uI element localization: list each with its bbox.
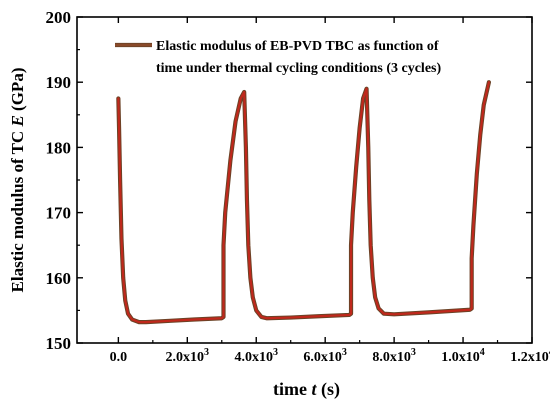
y-tick-label: 160 — [46, 269, 72, 288]
x-tick-label: 6.0x103 — [303, 347, 347, 365]
y-tick-label: 150 — [46, 334, 72, 353]
x-tick-label: 0.0 — [110, 350, 128, 365]
y-tick-label: 190 — [46, 73, 72, 92]
x-tick-label: 1.0x104 — [441, 347, 485, 365]
y-axis-label: Elastic modulus of TC E (GPa) — [8, 68, 27, 293]
x-tick-label: 4.0x103 — [234, 347, 278, 365]
axes: 150 160 170 180 190 200 0.0 2.0x103 4.0x103 6.0x1… — [8, 8, 550, 400]
legend-label-line: Elastic modulus of EB-PVD TBC as functio… — [156, 39, 439, 54]
x-tick-label: 1.2x104 — [510, 347, 550, 365]
x-axis-label: time t (s) — [273, 379, 340, 400]
y-tick-label: 180 — [46, 138, 72, 157]
series-layer — [116, 80, 492, 325]
series-line — [117, 81, 491, 324]
y-tick-label: 170 — [46, 204, 72, 223]
legend-label-line: time under thermal cycling conditions (3… — [156, 61, 441, 76]
y-tick-label: 200 — [46, 8, 72, 27]
legend: Elastic modulus of EB-PVD TBC as functio… — [115, 39, 441, 76]
x-tick-label: 2.0x103 — [166, 347, 210, 365]
x-tick-label: 8.0x103 — [372, 347, 416, 365]
